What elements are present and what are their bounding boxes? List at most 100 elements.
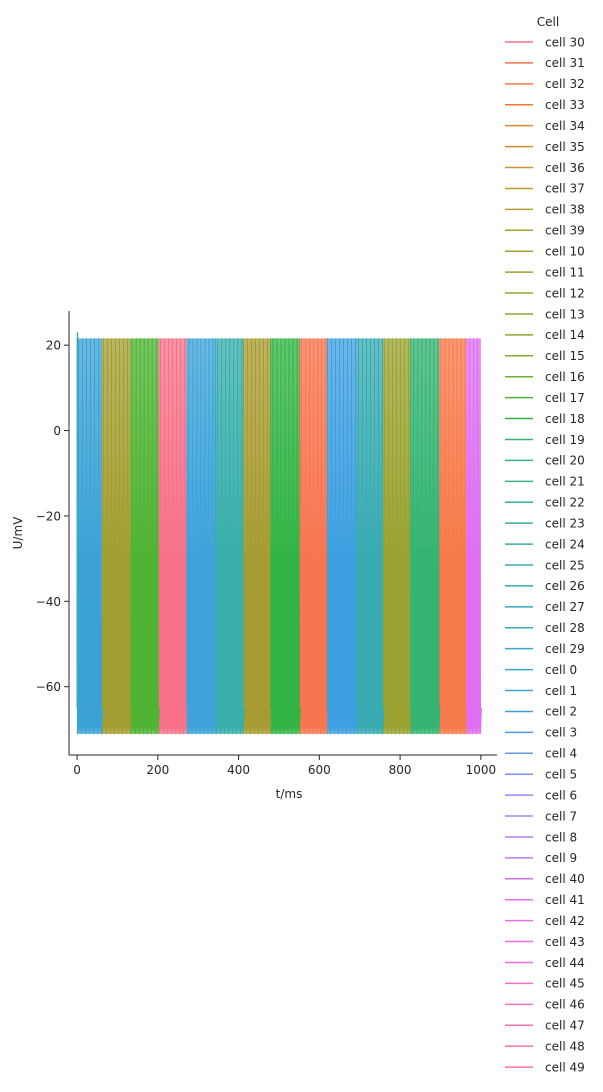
legend-label: cell 4 (545, 747, 577, 761)
x-tick-label: 600 (308, 763, 331, 777)
legend-item: cell 42 (505, 914, 585, 928)
legend-item: cell 33 (505, 98, 585, 112)
legend-label: cell 29 (545, 642, 585, 656)
legend-item: cell 37 (505, 182, 585, 196)
legend-item: cell 1 (505, 684, 577, 698)
series-spike-burst (215, 338, 245, 735)
x-axis-label: t/ms (276, 787, 303, 801)
legend-label: cell 36 (545, 161, 585, 175)
legend-item: cell 9 (505, 851, 577, 865)
legend-item: cell 24 (505, 537, 585, 551)
legend-label: cell 12 (545, 286, 585, 300)
legend-item: cell 2 (505, 705, 577, 719)
legend-label: cell 17 (545, 391, 585, 405)
legend-label: cell 15 (545, 349, 585, 363)
series-spike-burst (101, 338, 132, 735)
y-axis-label: U/mV (11, 516, 25, 550)
legend-item: cell 36 (505, 161, 585, 175)
legend-label: cell 1 (545, 684, 577, 698)
series-spike-burst (326, 338, 358, 735)
legend-label: cell 19 (545, 433, 585, 447)
legend-item: cell 19 (505, 433, 585, 447)
series-spike-burst (410, 338, 441, 735)
legend-label: cell 41 (545, 893, 585, 907)
legend-item: cell 3 (505, 726, 577, 740)
y-tick-label: −60 (36, 680, 61, 694)
legend-label: cell 0 (545, 663, 577, 677)
legend-label: cell 22 (545, 496, 585, 510)
legend-label: cell 23 (545, 516, 585, 530)
legend-label: cell 5 (545, 768, 577, 782)
x-tick-label: 800 (389, 763, 412, 777)
legend-item: cell 41 (505, 893, 585, 907)
legend-label: cell 11 (545, 265, 585, 279)
legend-item: cell 6 (505, 788, 577, 802)
legend-title: Cell (537, 15, 559, 29)
series-spike-burst (355, 338, 385, 735)
legend-item: cell 22 (505, 496, 585, 510)
y-tick-label: −20 (36, 509, 61, 523)
legend-item: cell 46 (505, 998, 585, 1012)
legend: Cell cell 30 cell 31 cell 32 cell 33 cell 34… (505, 15, 585, 1074)
legend-item: cell 14 (505, 328, 585, 342)
legend-label: cell 47 (545, 1019, 585, 1033)
series-spike-burst (299, 338, 329, 735)
legend-label: cell 16 (545, 370, 585, 384)
legend-label: cell 28 (545, 621, 585, 635)
legend-label: cell 37 (545, 182, 585, 196)
legend-item: cell 11 (505, 265, 585, 279)
legend-label: cell 46 (545, 998, 585, 1012)
y-tick-label: −40 (36, 595, 61, 609)
legend-item: cell 45 (505, 977, 585, 991)
legend-label: cell 18 (545, 412, 585, 426)
legend-item: cell 25 (505, 558, 585, 572)
legend-item: cell 13 (505, 307, 585, 321)
legend-label: cell 45 (545, 977, 585, 991)
x-tick-label: 400 (227, 763, 250, 777)
legend-item: cell 12 (505, 286, 585, 300)
legend-label: cell 10 (545, 245, 585, 259)
legend-item: cell 20 (505, 454, 585, 468)
series-spike-burst (438, 338, 468, 735)
series-spike-burst (242, 338, 272, 735)
legend-label: cell 32 (545, 77, 585, 91)
legend-item: cell 8 (505, 830, 577, 844)
legend-item: cell 17 (505, 391, 585, 405)
plot-area (76, 332, 482, 735)
legend-item: cell 44 (505, 956, 585, 970)
legend-label: cell 43 (545, 935, 585, 949)
legend-label: cell 26 (545, 579, 585, 593)
axes: 0 200 400 600 800 1000 −60 −40 −20 0 20 t/ms U/mV (11, 311, 497, 801)
legend-item: cell 21 (505, 475, 585, 489)
legend-item: cell 7 (505, 809, 577, 823)
y-tick-label: 20 (46, 339, 61, 353)
series-spike-burst (382, 338, 412, 735)
legend-item: cell 16 (505, 370, 585, 384)
legend-label: cell 33 (545, 98, 585, 112)
series-spike-burst (76, 338, 103, 735)
legend-label: cell 2 (545, 705, 577, 719)
legend-label: cell 20 (545, 454, 585, 468)
legend-item: cell 15 (505, 349, 585, 363)
legend-items: cell 30 cell 31 cell 32 cell 33 cell 34 cell … (505, 35, 585, 1074)
legend-item: cell 35 (505, 140, 585, 154)
legend-item: cell 0 (505, 663, 577, 677)
series-spike-burst (466, 338, 482, 735)
series-spike-burst (130, 338, 160, 735)
legend-label: cell 31 (545, 56, 585, 70)
legend-item: cell 26 (505, 579, 585, 593)
x-ticks: 0 200 400 600 800 1000 (73, 755, 496, 777)
y-ticks: −60 −40 −20 0 20 (36, 339, 69, 694)
legend-item: cell 40 (505, 872, 585, 886)
series-spike-burst (270, 338, 301, 735)
legend-label: cell 40 (545, 872, 585, 886)
y-tick-label: 0 (53, 424, 61, 438)
legend-label: cell 27 (545, 600, 585, 614)
legend-label: cell 3 (545, 726, 577, 740)
legend-label: cell 14 (545, 328, 585, 342)
legend-item: cell 30 (505, 35, 585, 49)
legend-item: cell 18 (505, 412, 585, 426)
legend-item: cell 47 (505, 1019, 585, 1033)
legend-item: cell 10 (505, 245, 585, 259)
legend-item: cell 31 (505, 56, 585, 70)
